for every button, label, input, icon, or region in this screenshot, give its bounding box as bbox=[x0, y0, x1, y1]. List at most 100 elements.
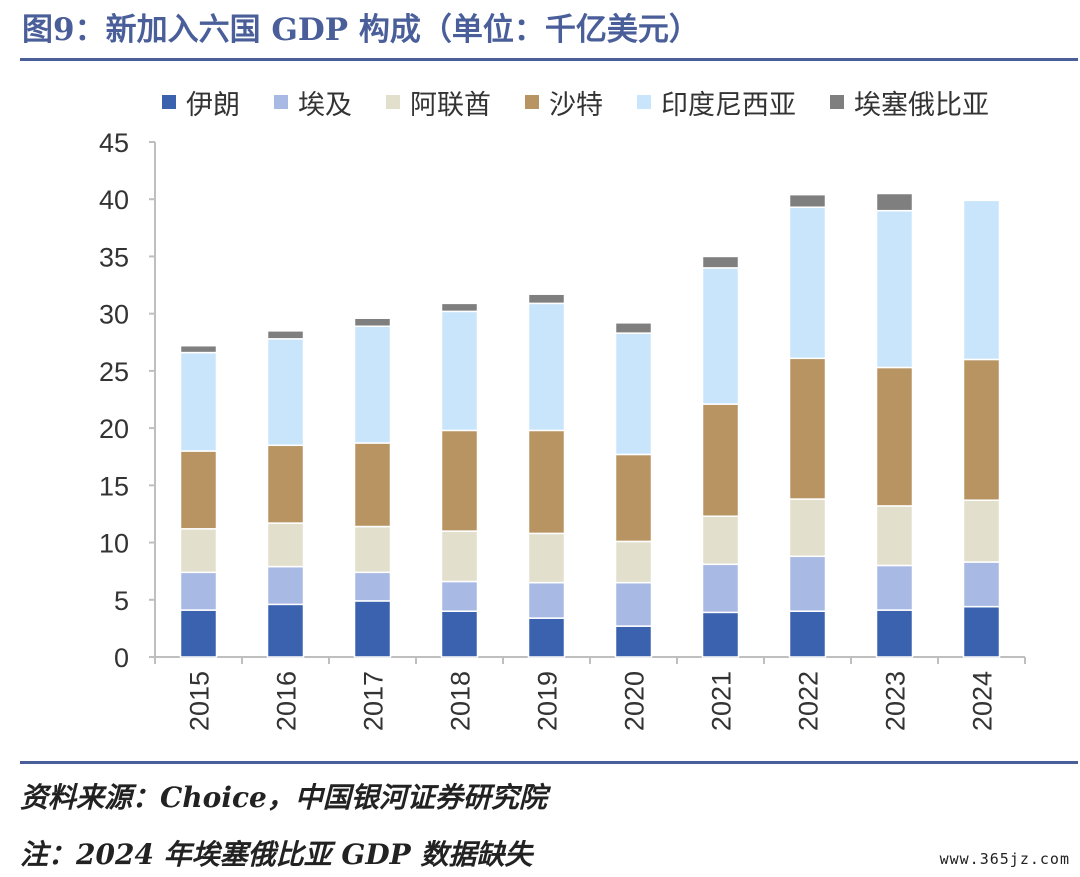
bar-segment bbox=[179, 528, 218, 574]
legend-label: 印度尼西亚 bbox=[661, 89, 796, 121]
legend-item: 伊朗 bbox=[162, 83, 240, 122]
x-tick-label: 2022 bbox=[794, 671, 824, 731]
bar-segment bbox=[962, 499, 1001, 563]
y-tick-label: 35 bbox=[99, 242, 129, 272]
y-tick-label: 0 bbox=[114, 643, 129, 673]
legend-item: 埃塞俄比亚 bbox=[830, 83, 989, 122]
stacked-bar-chart: 0 5 10 15 20 25 30 35 40 45 2015 2016 2017 2018 2019 20… bbox=[99, 128, 1026, 731]
bar-segment bbox=[701, 515, 740, 566]
bar-segment bbox=[266, 603, 305, 658]
y-tick-label: 5 bbox=[114, 586, 129, 616]
bar-segment bbox=[962, 561, 1001, 608]
bar-segment bbox=[875, 564, 914, 611]
bar-segment bbox=[353, 317, 392, 328]
bar-segment bbox=[440, 610, 479, 658]
bar-segment bbox=[788, 498, 827, 558]
bar-segment bbox=[875, 192, 914, 212]
bar-segment bbox=[266, 338, 305, 447]
bar-segment bbox=[440, 530, 479, 583]
bar-segment bbox=[701, 255, 740, 269]
y-tick-label: 30 bbox=[99, 300, 129, 330]
y-tick-label: 40 bbox=[99, 185, 129, 215]
bar-segment bbox=[179, 351, 218, 452]
legend-label: 阿联酋 bbox=[410, 89, 491, 121]
bar-segment bbox=[440, 310, 479, 432]
bar-segment bbox=[440, 580, 479, 612]
bar-segment bbox=[527, 532, 566, 584]
bar-segment bbox=[962, 358, 1001, 501]
y-tick-label: 25 bbox=[99, 357, 129, 387]
bar-segment bbox=[875, 366, 914, 507]
legend-item: 阿联酋 bbox=[386, 83, 491, 122]
bar-segment bbox=[788, 555, 827, 612]
bar-segment bbox=[353, 442, 392, 528]
bar-segment bbox=[614, 625, 653, 658]
bar-segment bbox=[788, 193, 827, 208]
legend-label: 埃及 bbox=[298, 89, 352, 121]
bar-segment bbox=[701, 403, 740, 517]
x-tick-label: 2020 bbox=[620, 671, 650, 731]
x-tick-label: 2016 bbox=[272, 671, 302, 731]
bar-segment bbox=[788, 357, 827, 500]
x-tick-label: 2018 bbox=[446, 671, 476, 731]
y-tick-label: 45 bbox=[99, 128, 129, 158]
legend-swatch bbox=[274, 95, 288, 109]
bar-segment bbox=[527, 293, 566, 305]
legend-item: 埃及 bbox=[274, 83, 352, 122]
bar-segment bbox=[527, 617, 566, 658]
source-note: 资料来源：Choice，中国银河证券研究院 bbox=[20, 781, 547, 814]
legend-label: 沙特 bbox=[549, 89, 603, 121]
bar-segment bbox=[788, 206, 827, 360]
x-tick-label: 2024 bbox=[968, 671, 998, 731]
bar-segment bbox=[701, 267, 740, 405]
title-rule bbox=[20, 58, 1078, 61]
bar-segment bbox=[179, 344, 218, 354]
x-tick-label: 2015 bbox=[185, 671, 215, 731]
y-tick-label: 15 bbox=[99, 471, 129, 501]
x-tick-label: 2019 bbox=[533, 671, 563, 731]
bar-segment bbox=[266, 444, 305, 524]
bar-segment bbox=[527, 429, 566, 535]
legend-label: 伊朗 bbox=[186, 89, 240, 121]
bar-segment bbox=[701, 611, 740, 658]
bar-segment bbox=[179, 450, 218, 530]
bar-segment bbox=[353, 600, 392, 658]
bar-segment bbox=[266, 565, 305, 606]
bar-segment bbox=[614, 322, 653, 334]
y-tick-label: 20 bbox=[99, 414, 129, 444]
bar-segment bbox=[179, 571, 218, 611]
bar-segment bbox=[875, 609, 914, 658]
x-tick-label: 2023 bbox=[881, 671, 911, 731]
bar-segment bbox=[962, 199, 1001, 361]
x-tick-label: 2017 bbox=[359, 671, 389, 731]
bar-segment bbox=[353, 571, 392, 602]
bar-segment bbox=[440, 302, 479, 313]
legend-swatch bbox=[830, 95, 844, 109]
watermark: www.365jz.com bbox=[939, 850, 1070, 868]
bar-segment bbox=[614, 540, 653, 584]
bar-segment bbox=[875, 209, 914, 369]
bar-segment bbox=[179, 609, 218, 658]
bar-segment bbox=[353, 525, 392, 574]
y-tick-label: 10 bbox=[99, 529, 129, 559]
bar-segment bbox=[788, 610, 827, 658]
bar-segment bbox=[527, 302, 566, 432]
legend-item: 沙特 bbox=[525, 83, 603, 122]
bar-segment bbox=[614, 453, 653, 543]
legend-item: 印度尼西亚 bbox=[637, 83, 796, 122]
footer-rule bbox=[20, 761, 1078, 764]
bar-segment bbox=[614, 332, 653, 456]
bar-segment bbox=[440, 429, 479, 532]
bar-segment bbox=[266, 330, 305, 340]
bar-segment bbox=[962, 605, 1001, 658]
bar-segment bbox=[701, 563, 740, 614]
legend: 伊朗 埃及 阿联酋 沙特 印度尼西亚 埃塞俄比亚 bbox=[162, 83, 989, 122]
bar-segment bbox=[266, 522, 305, 568]
bar-segment bbox=[614, 581, 653, 627]
legend-swatch bbox=[162, 95, 176, 109]
legend-swatch bbox=[525, 95, 539, 109]
footnote: 注：2024 年埃塞俄比亚 GDP 数据缺失 bbox=[20, 838, 533, 871]
legend-swatch bbox=[386, 95, 400, 109]
bar-segment bbox=[353, 325, 392, 444]
bar-segment bbox=[527, 581, 566, 619]
